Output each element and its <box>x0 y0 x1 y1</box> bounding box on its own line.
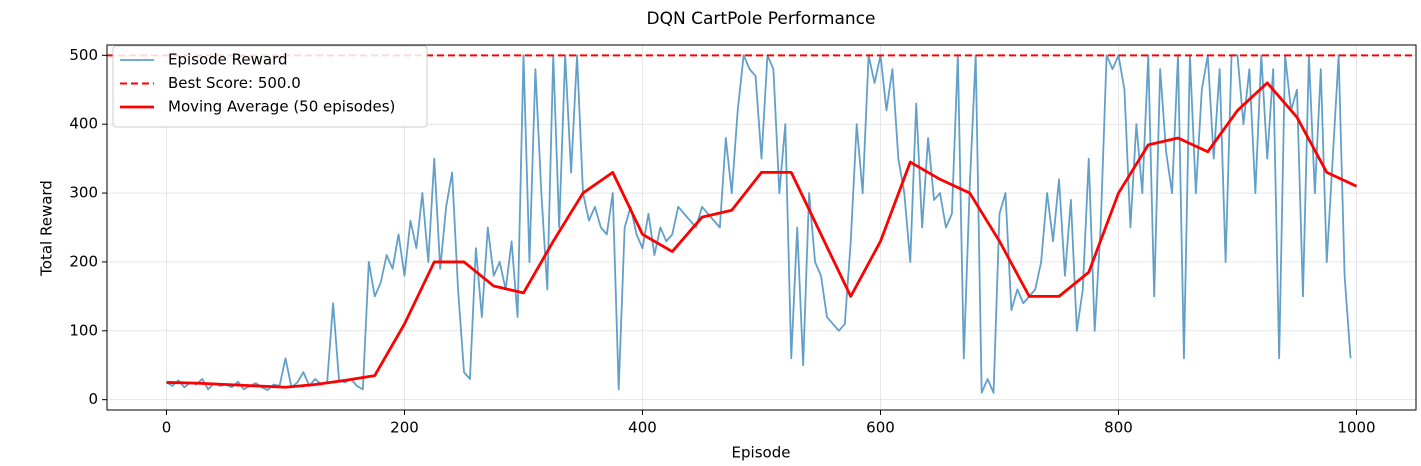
y-tick-label: 100 <box>69 321 98 339</box>
x-axis-label: Episode <box>732 444 791 462</box>
axes-frame <box>106 44 1417 411</box>
series-line <box>166 81 1358 389</box>
legend-label: Episode Reward <box>168 51 288 69</box>
x-tick-label: 1000 <box>1337 419 1375 437</box>
y-tick-label: 400 <box>69 115 98 133</box>
x-tick-label: 800 <box>1104 419 1133 437</box>
legend: Episode Reward Best Score: 500.0 Moving Av… <box>112 45 428 128</box>
x-tick-label: 400 <box>628 419 657 437</box>
x-tick-label: 600 <box>866 419 895 437</box>
y-tick-label: 500 <box>69 46 98 64</box>
y-tick-label: 0 <box>88 390 98 408</box>
x-tick-label: 200 <box>390 419 419 437</box>
legend-box <box>112 45 428 128</box>
legend-label: Best Score: 500.0 <box>168 74 301 92</box>
plot-area <box>107 54 1416 394</box>
legend-label: Moving Average (50 episodes) <box>168 98 395 116</box>
x-tick-label: 0 <box>162 419 172 437</box>
series-line <box>166 54 1352 394</box>
y-axis-label: Total Reward <box>38 180 56 277</box>
y-tick-label: 200 <box>69 252 98 270</box>
y-tick-label: 300 <box>69 184 98 202</box>
chart-title: DQN CartPole Performance <box>647 9 876 29</box>
